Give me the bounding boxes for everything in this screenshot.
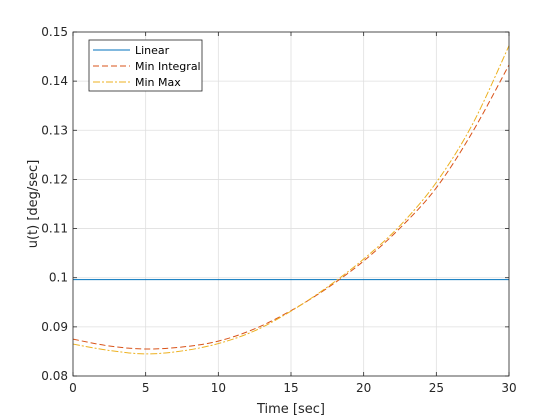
legend: Linear Min Integral Min Max bbox=[88, 39, 203, 92]
x-tick-label: 30 bbox=[501, 381, 516, 395]
x-tick-label: 0 bbox=[69, 381, 77, 395]
x-tick-label: 20 bbox=[356, 381, 371, 395]
x-axis-label: Time [sec] bbox=[256, 402, 325, 417]
x-tick-label: 15 bbox=[283, 381, 298, 395]
y-tick-label: 0.14 bbox=[41, 74, 68, 88]
axis-tick-labels: 0 5 10 15 20 25 30 0.08 0.09 0.1 0.11 0.12 0.13 0.14 0… bbox=[41, 25, 516, 395]
legend-label-min-max: Min Max bbox=[135, 76, 181, 89]
axis-ticks bbox=[72, 31, 510, 377]
series-line-min-max bbox=[72, 45, 510, 355]
y-axis-label: u(t) [deg/sec] bbox=[26, 160, 41, 249]
x-tick-label: 5 bbox=[142, 381, 150, 395]
y-tick-label: 0.15 bbox=[41, 25, 68, 39]
y-tick-label: 0.11 bbox=[41, 222, 68, 236]
y-tick-label: 0.09 bbox=[41, 320, 68, 334]
legend-label-linear: Linear bbox=[135, 44, 170, 57]
y-tick-label: 0.1 bbox=[49, 271, 68, 285]
x-tick-label: 25 bbox=[429, 381, 444, 395]
y-tick-label: 0.13 bbox=[41, 123, 68, 137]
x-tick-label: 10 bbox=[211, 381, 226, 395]
legend-label-min-integral: Min Integral bbox=[135, 60, 201, 73]
y-tick-label: 0.12 bbox=[41, 172, 68, 186]
series-lines bbox=[72, 45, 510, 355]
y-tick-label: 0.08 bbox=[41, 369, 68, 383]
